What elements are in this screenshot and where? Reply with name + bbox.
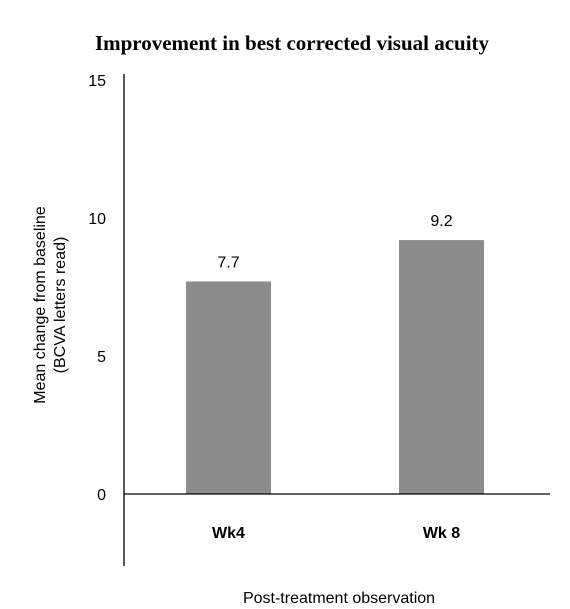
y-tick-label-3: 15	[88, 73, 106, 90]
y-axis-title-line-1: Mean change from baseline	[32, 206, 49, 404]
bar-1	[399, 240, 484, 494]
x-axis-title: Post-treatment observation	[243, 590, 435, 607]
y-axis-title-line-2: (BCVA letters read)	[52, 237, 69, 374]
data-label-0: 7.7	[217, 254, 239, 271]
y-tick-label-0: 0	[97, 487, 106, 504]
x-tick-label-1: Wk 8	[423, 525, 460, 542]
y-tick-label-1: 5	[97, 349, 106, 366]
x-tick-label-0: Wk4	[212, 525, 245, 542]
data-label-1: 9.2	[430, 213, 452, 230]
y-axis-title: Mean change from baseline (BCVA letters …	[32, 206, 69, 404]
chart-title: Improvement in best corrected visual acu…	[95, 31, 490, 55]
y-tick-label-2: 10	[88, 211, 106, 228]
bar-0	[186, 281, 271, 494]
plot-area: 0 5 10 15 7.7 Wk4 9.2 Wk 8	[88, 73, 484, 542]
